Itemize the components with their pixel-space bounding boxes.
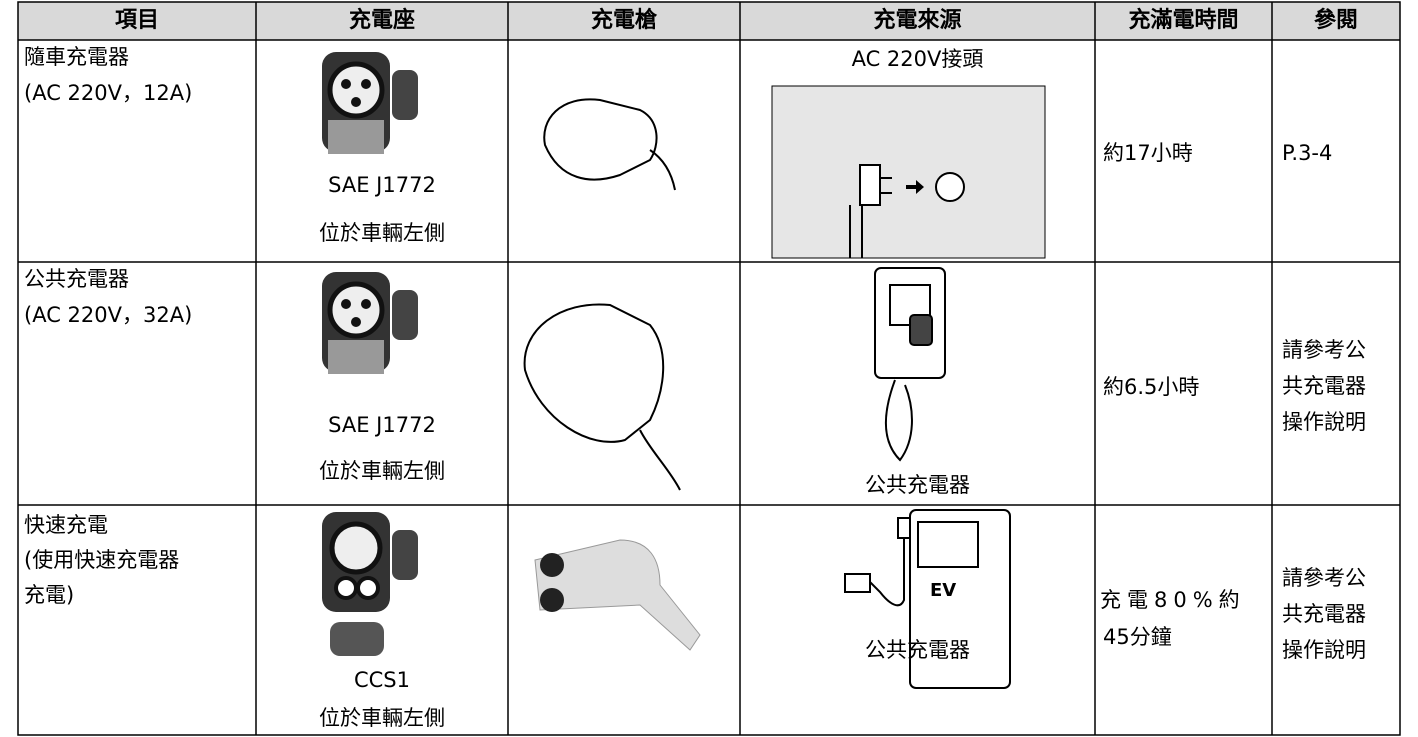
ref-text: 操作說明 [1282, 638, 1366, 662]
time-text: 約17小時 [1103, 141, 1193, 165]
item-text: (使用快速充電器 [24, 548, 180, 572]
item-text: 隨車充電器 [24, 45, 129, 69]
item-text: 充電) [24, 583, 75, 607]
plug-icon [543, 98, 676, 191]
item-text: 快速充電 [24, 513, 108, 537]
header-cell: 項目 [114, 8, 159, 33]
time-text: 45分鐘 [1103, 625, 1172, 649]
ref-text: P.3-4 [1282, 141, 1333, 165]
ref-text: 共充電器 [1282, 374, 1366, 398]
socket-text: SAE J1772 [328, 413, 436, 437]
outlet-illustration [771, 85, 1046, 259]
ref-text: 請參考公 [1282, 338, 1366, 362]
header-cell: 充電槍 [590, 8, 657, 33]
header-cell: 充滿電時間 [1128, 8, 1239, 33]
ref-text: 請參考公 [1282, 566, 1366, 590]
socket-text: SAE J1772 [328, 173, 436, 197]
socket-icon [322, 52, 418, 154]
ccs-plug-icon [534, 539, 701, 651]
time-text: 約6.5小時 [1103, 375, 1200, 399]
socket-text: CCS1 [353, 668, 411, 692]
ref-text: 操作說明 [1282, 410, 1366, 434]
ccs-socket-icon [322, 512, 418, 656]
item-text: (AC 220V，12A) [24, 81, 193, 105]
time-text: 充電80%約 [1100, 588, 1246, 612]
socket-text: 位於車輛左側 [319, 459, 445, 483]
item-text: 公共充電器 [24, 267, 129, 291]
source-text: 公共充電器 [865, 473, 970, 497]
plug-icon [523, 303, 681, 491]
socket-icon [322, 272, 418, 374]
fast-charger-illustration [844, 509, 1011, 689]
header-cell: 充電座 [348, 8, 415, 33]
source-text: AC 220V接頭 [851, 47, 984, 71]
header-cell: 充電來源 [873, 8, 962, 33]
source-text: 公共充電器 [865, 638, 970, 662]
header-cell: 參閱 [1313, 8, 1358, 33]
ev-badge: EV [930, 580, 957, 601]
socket-text: 位於車輛左側 [319, 221, 445, 245]
item-text: (AC 220V，32A) [24, 303, 193, 327]
charger-illustration [874, 267, 946, 462]
socket-text: 位於車輛左側 [319, 706, 445, 730]
ref-text: 共充電器 [1282, 602, 1366, 626]
